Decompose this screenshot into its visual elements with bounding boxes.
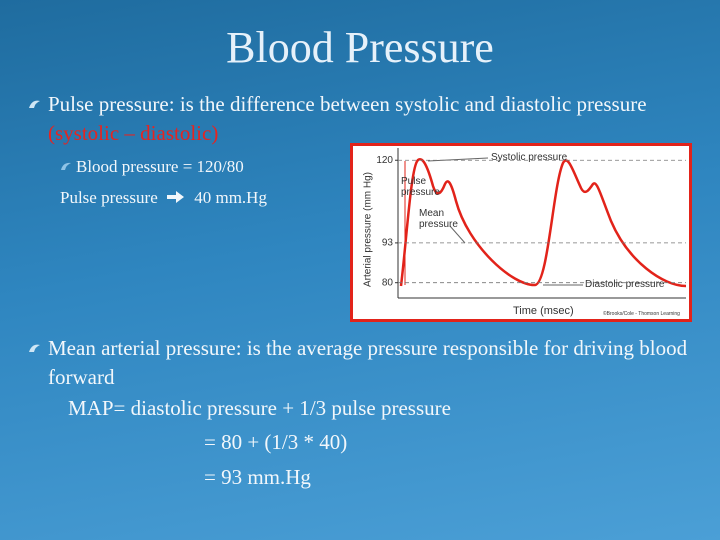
leader-line — [449, 225, 466, 244]
bullet-mark — [29, 100, 40, 108]
figure-credit: ©Brooks/Cole - Thomson Learning — [603, 311, 680, 317]
slide-title: Blood Pressure — [226, 23, 494, 72]
figure-label: Pulse pressure — [401, 176, 440, 198]
bullet-text: Pulse pressure: is the difference betwee… — [48, 92, 647, 116]
pressure-wave — [399, 157, 687, 288]
bullet-text: Mean arterial pressure: is the average p… — [48, 336, 688, 389]
formula-line: MAP= diastolic pressure + 1/3 pulse pres… — [68, 396, 451, 420]
arrow-icon — [166, 191, 184, 203]
sub-text: Blood pressure = 120/80 — [76, 157, 244, 176]
bullet-mark — [29, 344, 40, 352]
sub-line: Blood pressure = 120/80 — [61, 157, 244, 177]
figure-label: Diastolic pressure — [585, 279, 665, 290]
figure-plot: 120 93 80 — [376, 148, 687, 299]
x-axis-label: Time (msec) — [513, 305, 574, 317]
figure-label: Mean pressure — [419, 208, 458, 230]
formula-line: = 93 mm.Hg — [204, 465, 311, 489]
sub-text: Pulse pressure — [60, 188, 158, 207]
sub-line: Pulse pressure 40 mm.Hg — [60, 188, 267, 208]
leader-line — [427, 157, 489, 162]
y-tick-label: 80 — [382, 277, 394, 288]
y-label-box: Arterial pressure (mm Hg) — [351, 172, 374, 287]
y-tick-label: 120 — [376, 155, 393, 166]
figure: 120 93 80 Arterial pressure (mm Hg) Systol… — [350, 143, 692, 322]
bullet-note: (systolic – diastolic) — [48, 121, 219, 145]
bullet-mark — [61, 162, 71, 170]
bullet: Mean arterial pressure: is the average p… — [29, 334, 688, 392]
bullet: Pulse pressure: is the difference betwee… — [29, 90, 688, 148]
formula-line: = 80 + (1/3 * 40) — [204, 430, 348, 454]
sub-text: 40 mm.Hg — [194, 188, 267, 207]
y-axis-label: Arterial pressure (mm Hg) — [362, 171, 374, 288]
y-tick-label: 93 — [382, 238, 394, 249]
figure-label: Systolic pressure — [491, 152, 568, 163]
